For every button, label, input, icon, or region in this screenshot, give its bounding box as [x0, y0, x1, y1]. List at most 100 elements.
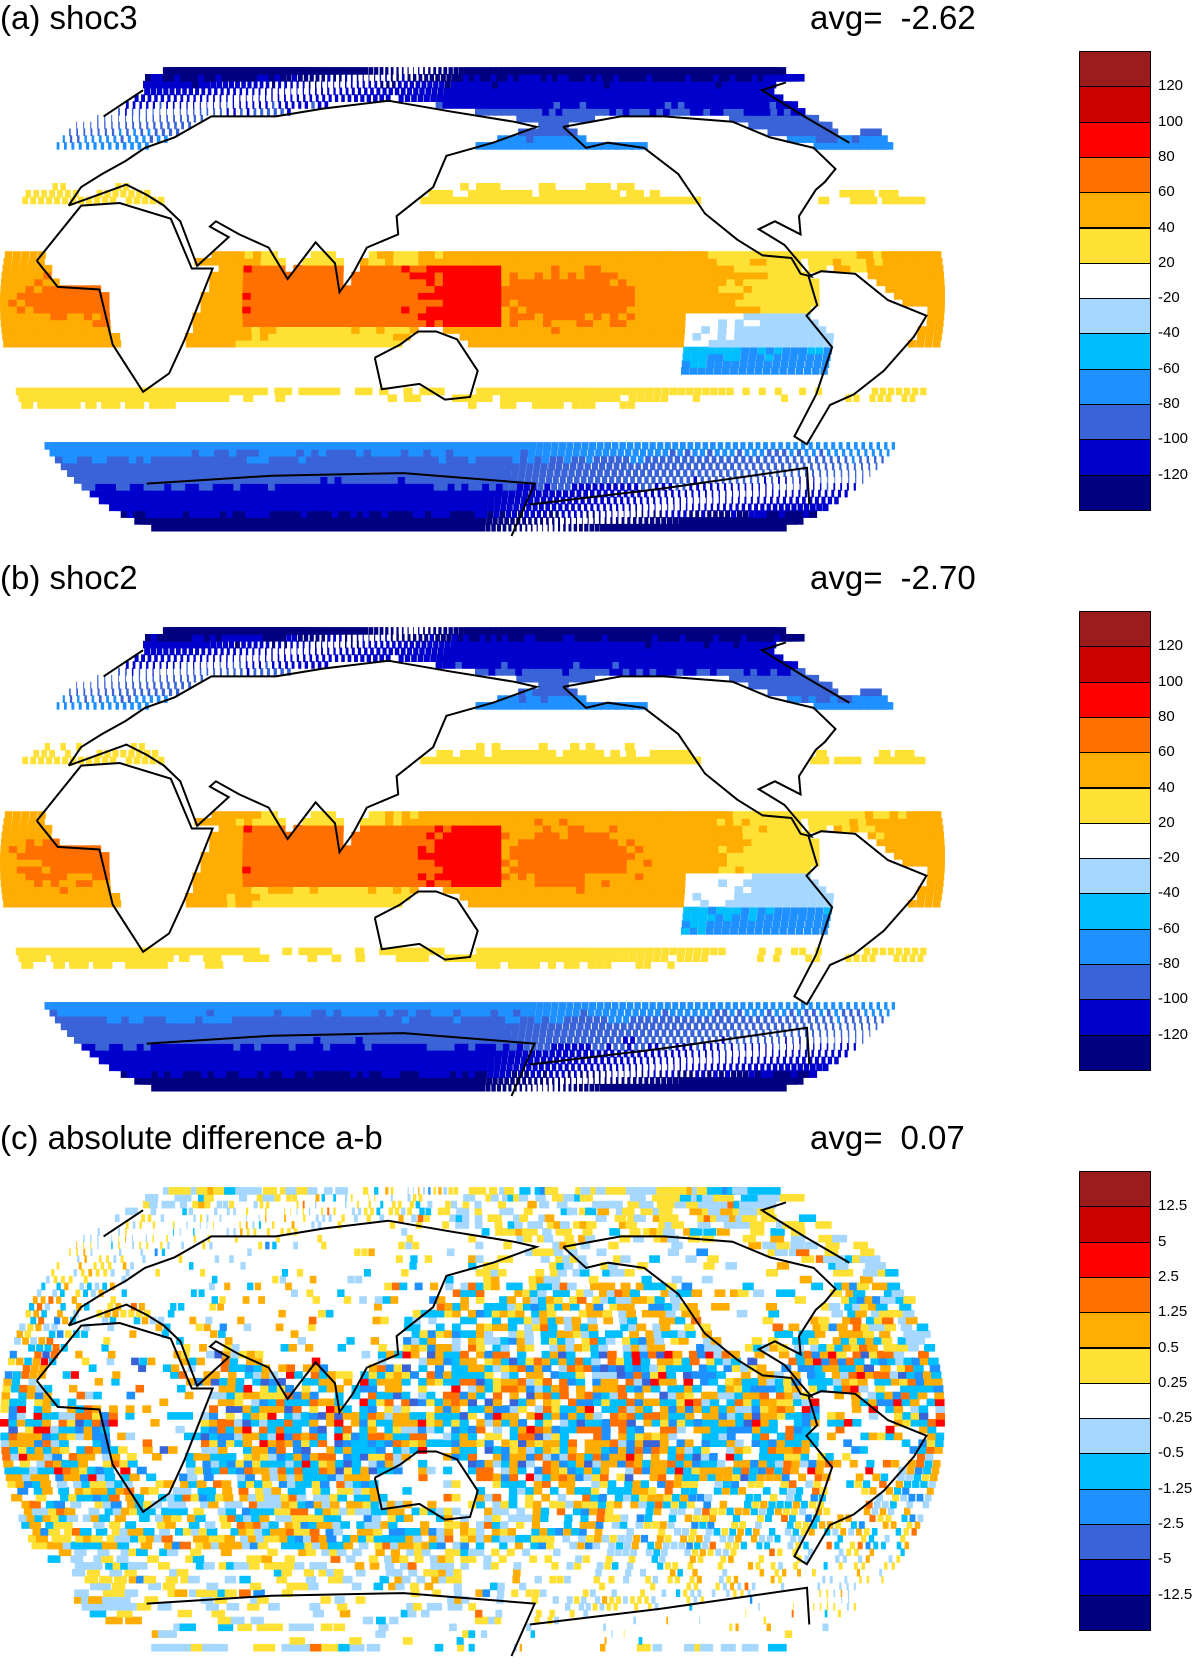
map-grid-cell — [539, 189, 549, 198]
map-grid-cell — [213, 462, 226, 471]
map-grid-cell — [799, 387, 806, 396]
map-grid-cell — [456, 80, 464, 89]
map-grid-cell — [748, 353, 757, 362]
map-grid-cell — [448, 67, 453, 75]
map-grid-cell — [18, 271, 27, 280]
map-grid-cell — [676, 305, 686, 314]
map-grid-cell — [778, 510, 786, 518]
map-grid-cell — [367, 285, 377, 293]
map-grid-cell — [500, 394, 509, 402]
map-grid-cell — [614, 94, 627, 102]
map-grid-cell — [540, 1056, 547, 1065]
map-grid-cell — [356, 510, 368, 518]
map-grid-cell — [534, 292, 544, 300]
map-grid-cell — [82, 462, 97, 471]
map-grid-cell — [726, 278, 736, 287]
map-grid-cell — [318, 258, 328, 266]
map-grid-cell — [310, 469, 322, 477]
map-grid-cell — [188, 1029, 202, 1037]
map-grid-cell — [426, 292, 436, 300]
map-grid-cell — [573, 1036, 580, 1044]
map-grid-cell — [286, 462, 298, 471]
map-grid-cell — [731, 510, 737, 518]
map-grid-cell — [513, 448, 521, 457]
map-grid-cell — [199, 101, 201, 109]
map-grid-cell — [536, 523, 538, 532]
map-grid-cell — [133, 128, 136, 137]
map-grid-cell — [657, 462, 663, 471]
map-grid-cell — [706, 360, 715, 368]
map-grid-cell — [429, 503, 439, 512]
map-grid-cell — [668, 312, 678, 321]
map-grid-cell — [792, 483, 794, 491]
map-grid-cell — [784, 333, 793, 341]
map-grid-cell — [770, 1056, 773, 1065]
map-grid-cell — [467, 285, 478, 293]
map-grid-cell — [214, 1036, 228, 1044]
map-grid-cell — [766, 339, 775, 348]
map-grid-cell — [651, 305, 661, 314]
map-grid-cell — [489, 67, 498, 75]
map-grid-cell — [580, 1070, 583, 1078]
map-grid-cell — [64, 448, 78, 457]
map-grid-cell — [240, 483, 253, 491]
map-grid-cell — [368, 251, 378, 259]
map-grid-cell — [151, 1036, 166, 1044]
map-grid-cell — [520, 101, 530, 109]
map-grid-cell — [642, 271, 653, 280]
map-grid-cell — [67, 312, 77, 321]
map-grid-cell — [916, 339, 924, 348]
map-grid-cell — [484, 312, 494, 321]
map-grid-cell — [782, 251, 793, 259]
map-grid-cell — [127, 135, 131, 143]
map-grid-cell — [731, 496, 734, 505]
map-grid-cell — [332, 469, 343, 477]
map-grid-cell — [77, 135, 80, 143]
map-grid-cell — [93, 333, 104, 341]
map-grid-cell — [273, 448, 285, 457]
map-grid-cell — [277, 1056, 290, 1065]
map-grid-cell — [723, 1043, 727, 1051]
map-grid-cell — [295, 483, 307, 491]
map-grid-cell — [174, 1029, 188, 1037]
map-grid-cell — [440, 1036, 449, 1044]
map-grid-cell — [0, 305, 10, 314]
map-grid-cell — [326, 319, 336, 327]
map-grid-cell — [210, 80, 217, 89]
map-grid-cell — [298, 387, 309, 396]
map-grid-cell — [658, 258, 669, 266]
map-grid-cell — [213, 101, 214, 109]
map-grid-cell — [792, 271, 803, 280]
map-grid-cell — [438, 448, 447, 457]
map-grid-cell — [315, 87, 317, 96]
map-grid-cell — [541, 455, 549, 464]
map-grid-cell — [265, 1049, 278, 1058]
map-grid-cell — [796, 128, 810, 137]
map-grid-cell — [532, 394, 541, 402]
map-grid-cell — [526, 462, 534, 471]
map-grid-cell — [435, 1056, 444, 1065]
map-grid-cell — [497, 142, 507, 150]
map-grid-cell — [309, 271, 319, 280]
map-grid-cell — [690, 353, 700, 362]
map-grid-cell — [411, 476, 421, 484]
map-grid-cell — [437, 510, 446, 518]
map-grid-cell — [532, 469, 540, 477]
map-grid-cell — [196, 1029, 209, 1037]
map-grid-cell — [409, 278, 419, 287]
map-grid-cell — [250, 292, 260, 300]
map-grid-cell — [664, 442, 671, 450]
map-grid-cell — [454, 489, 463, 498]
map-grid-cell — [351, 326, 361, 334]
map-grid-cell — [393, 264, 403, 273]
map-grid-cell — [411, 1083, 423, 1092]
map-grid-cell — [388, 87, 393, 96]
map-grid-cell — [492, 271, 503, 280]
map-grid-cell — [276, 278, 285, 287]
map-grid-cell — [159, 114, 161, 123]
colorbar-tick-label: 60 — [1158, 183, 1175, 201]
map-grid-cell — [651, 476, 656, 484]
map-grid-cell — [701, 292, 711, 300]
map-grid-cell — [762, 121, 776, 130]
map-grid-cell — [714, 360, 723, 368]
